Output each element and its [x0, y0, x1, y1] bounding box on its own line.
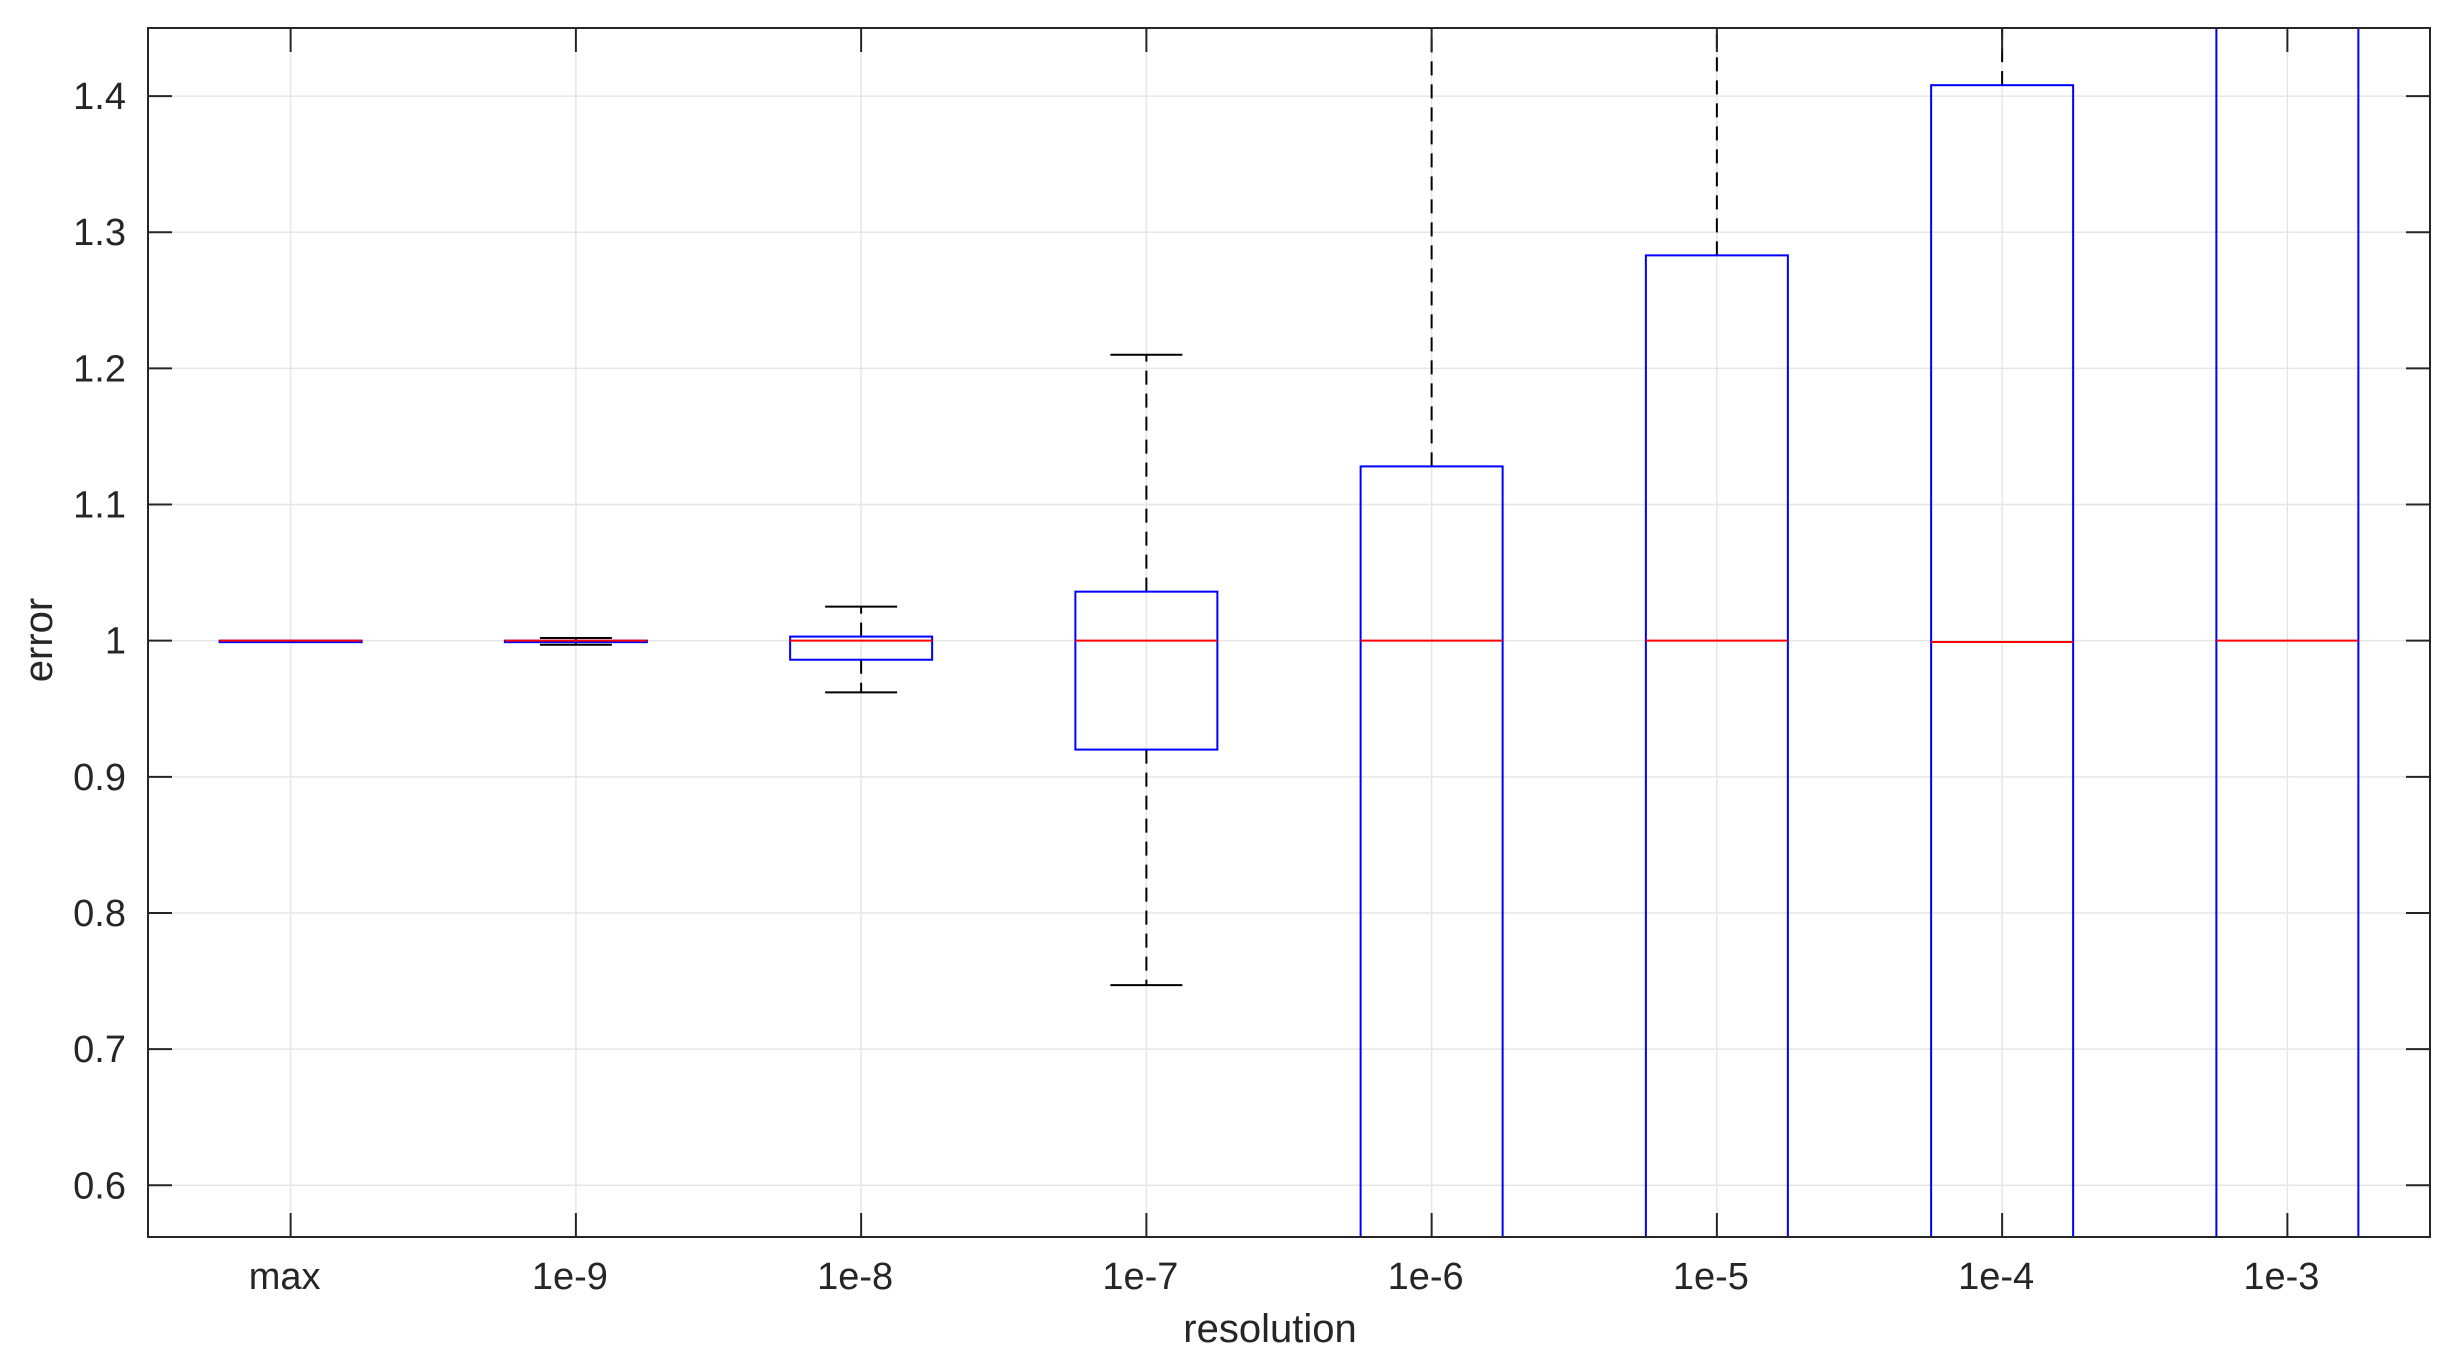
y-tick-label: 0.7 [73, 1029, 126, 1071]
tick-label-layer: 0.6 0.7 0.8 0.9 1 1.1 1.2 1.3 1.4 max 1e-9 1e-8 1e-7… [73, 76, 2319, 1298]
box-layer [218, 27, 2360, 1239]
y-axis-title: error [17, 598, 61, 682]
x-tick-label: 1e-7 [1102, 1256, 1178, 1298]
x-tick-label: 1e-9 [532, 1256, 608, 1298]
box-group-1e-7 [1074, 353, 1219, 987]
x-tick-label: max [249, 1256, 321, 1298]
axis-layer [147, 27, 2431, 1238]
y-tick-label: 0.8 [73, 893, 126, 935]
x-axis-title: resolution [1183, 1307, 1356, 1351]
y-tick-label: 0.9 [73, 757, 126, 799]
x-tick-label: 1e-5 [1673, 1256, 1749, 1298]
x-tick-label: 1e-6 [1388, 1256, 1464, 1298]
plot-frame [147, 27, 2431, 1238]
box-group-1e-8 [789, 605, 934, 694]
y-tick-label: 0.6 [73, 1165, 126, 1207]
box-rect [789, 635, 934, 661]
y-tick-label: 1 [105, 621, 126, 663]
y-tick-label: 1.4 [73, 76, 126, 118]
x-tick-label: 1e-4 [1958, 1256, 2034, 1298]
grid-layer [148, 28, 2430, 1237]
y-tick-label: 1.3 [73, 212, 126, 254]
x-tick-label: 1e-3 [2243, 1256, 2319, 1298]
y-tick-label: 1.1 [73, 485, 126, 527]
y-tick-label: 1.2 [73, 348, 126, 390]
box-group-1e-9 [503, 636, 648, 646]
box-rect [1074, 590, 1219, 751]
box-group-max [218, 639, 363, 644]
x-tick-label: 1e-8 [817, 1256, 893, 1298]
